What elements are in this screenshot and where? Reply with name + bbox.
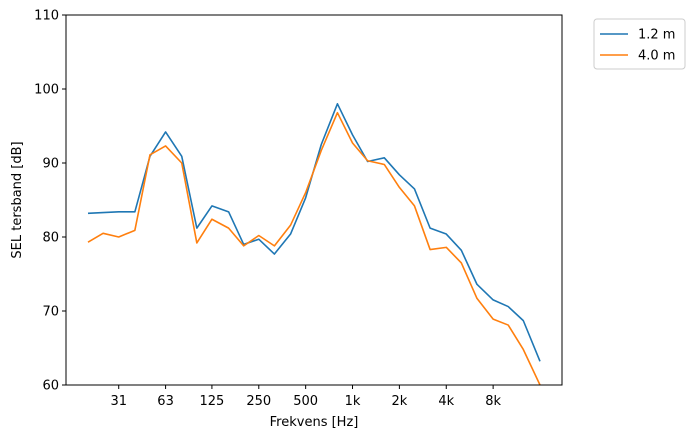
legend: 1.2 m 4.0 m [593,18,686,70]
legend-label-2: 4.0 m [638,49,675,64]
x-tick-label: 4k [438,394,454,409]
x-tick-label: 8k [485,394,501,409]
y-tick-label: 80 [42,231,59,246]
plot-frame [65,14,563,386]
y-tick-label: 70 [42,305,59,320]
x-tick-label: 500 [293,394,318,409]
x-tick-label: 250 [246,394,271,409]
x-tick-label: 125 [200,394,225,409]
x-tick-label: 31 [110,394,127,409]
x-tick-label: 2k [391,394,407,409]
x-tick-label: 63 [157,394,174,409]
legend-box [593,18,686,70]
series-line-1 [87,103,541,362]
y-tick-label: 100 [34,83,59,98]
legend-label-1: 1.2 m [638,28,675,43]
series-line-2 [87,111,541,386]
x-axis: 31 63 125 250 500 1k 2k 4k 8k [110,385,501,409]
plot-area [87,103,541,386]
x-axis-label: Frekvens [Hz] [270,415,359,430]
y-tick-label: 60 [42,379,59,394]
y-axis-label: SEL tersband [dB] [10,141,25,258]
y-tick-label: 90 [42,157,59,172]
y-tick-label: 110 [34,9,59,24]
y-axis: 60 70 80 90 100 110 [34,9,66,394]
x-tick-label: 1k [345,394,361,409]
